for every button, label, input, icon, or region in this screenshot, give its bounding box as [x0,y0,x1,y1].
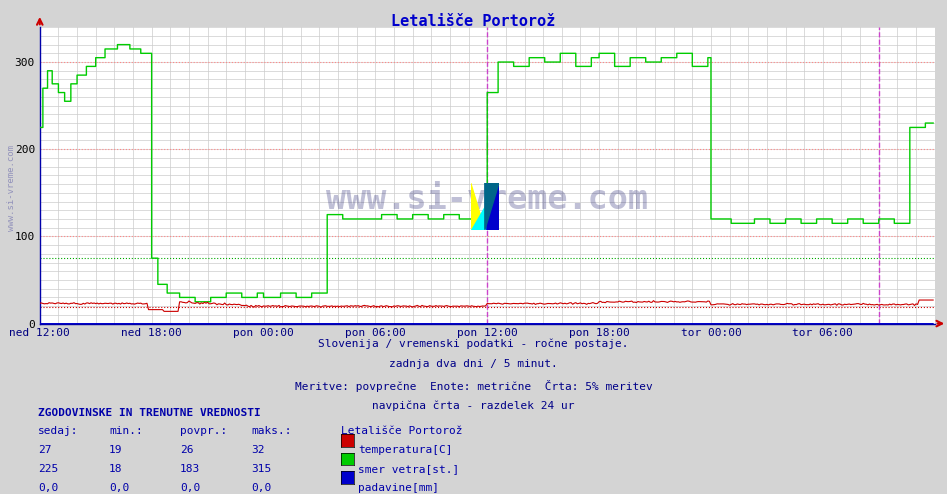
Text: Slovenija / vremenski podatki - ročne postaje.: Slovenija / vremenski podatki - ročne po… [318,338,629,349]
Text: 27: 27 [38,445,51,455]
Text: 0,0: 0,0 [38,483,58,493]
Text: www.si-vreme.com: www.si-vreme.com [7,145,16,231]
Text: 18: 18 [109,464,122,474]
Text: sedaj:: sedaj: [38,426,79,436]
Polygon shape [471,183,485,230]
Text: 26: 26 [180,445,193,455]
Polygon shape [485,183,499,230]
Text: zadnja dva dni / 5 minut.: zadnja dva dni / 5 minut. [389,359,558,369]
Text: Meritve: povprečne  Enote: metrične  Črta: 5% meritev: Meritve: povprečne Enote: metrične Črta:… [295,380,652,392]
Text: 0,0: 0,0 [109,483,129,493]
Text: 183: 183 [180,464,200,474]
Text: 19: 19 [109,445,122,455]
Text: 0,0: 0,0 [180,483,200,493]
Text: padavine[mm]: padavine[mm] [358,483,439,493]
Text: min.:: min.: [109,426,143,436]
Text: smer vetra[st.]: smer vetra[st.] [358,464,459,474]
Polygon shape [485,183,499,230]
Text: 315: 315 [251,464,271,474]
Polygon shape [471,206,485,230]
Text: temperatura[C]: temperatura[C] [358,445,453,455]
Text: navpična črta - razdelek 24 ur: navpična črta - razdelek 24 ur [372,401,575,411]
Text: maks.:: maks.: [251,426,292,436]
Text: 225: 225 [38,464,58,474]
Text: 0,0: 0,0 [251,483,271,493]
Text: 32: 32 [251,445,264,455]
Text: ZGODOVINSKE IN TRENUTNE VREDNOSTI: ZGODOVINSKE IN TRENUTNE VREDNOSTI [38,408,260,417]
Text: www.si-vreme.com: www.si-vreme.com [326,183,649,215]
Text: povpr.:: povpr.: [180,426,227,436]
Text: Letališče Portorož: Letališče Portorož [341,426,462,436]
Text: Letališče Portorož: Letališče Portorož [391,14,556,29]
